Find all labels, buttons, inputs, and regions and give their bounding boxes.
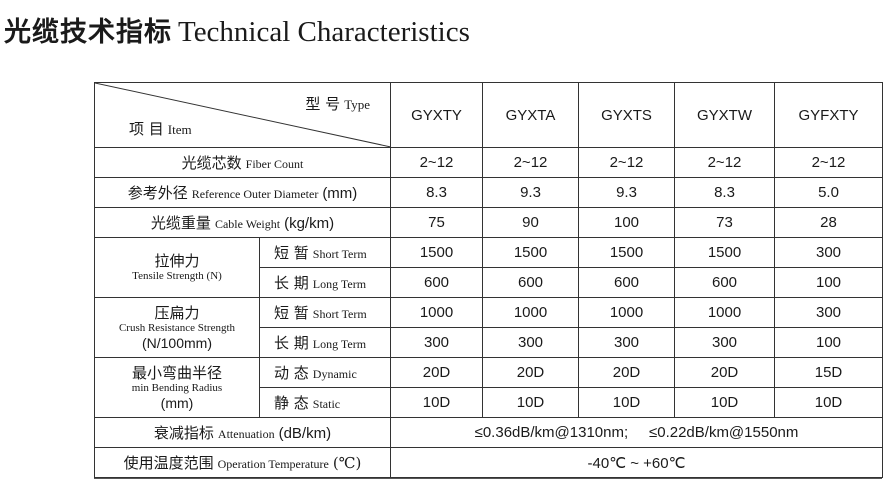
table-row-fiber-count: 光缆芯数 Fiber Count 2~12 2~12 2~12 2~12 2~1… — [94, 147, 883, 178]
table-row-attenuation: 衰减指标 Attenuation (dB/km) ≤0.36dB/km@1310… — [94, 417, 883, 448]
group-label-crush: 压扁力 Crush Resistance Strength (N/100mm) — [94, 297, 260, 358]
model-header: GYFXTY — [774, 82, 883, 148]
table-cell: 300 — [482, 327, 579, 358]
header-row: 型 号 Type 项 目 Item GYXTY GYXTA GYXTS GYXT… — [94, 82, 883, 148]
table-cell: 8.3 — [390, 177, 483, 208]
sub-label: 长 期 Long Term — [259, 267, 391, 298]
header-corner-cell: 型 号 Type 项 目 Item — [94, 82, 391, 148]
table-cell: 2~12 — [674, 147, 775, 178]
table-cell: 100 — [578, 207, 675, 238]
table-cell: 1500 — [674, 237, 775, 268]
attenuation-values: ≤0.36dB/km@1310nm; ≤0.22dB/km@1550nm — [390, 417, 883, 448]
table-row-bending-dynamic: 最小弯曲半径 min Bending Radius (mm) 动 态 Dynam… — [94, 357, 883, 418]
model-header: GYXTA — [482, 82, 579, 148]
table-cell: 9.3 — [578, 177, 675, 208]
table-cell: 10D — [390, 387, 483, 418]
table-cell: 10D — [482, 387, 579, 418]
table-row-tensile-long: 长 期 Long Term 600 600 600 600 100 — [95, 267, 883, 298]
spec-table: 型 号 Type 项 目 Item GYXTY GYXTA GYXTS GYXT… — [94, 82, 883, 478]
table-cell: 10D — [578, 387, 675, 418]
table-row-tensile-short: 拉伸力 Tensile Strength (N) 短 暂 Short Term … — [94, 237, 883, 298]
table-cell: 1000 — [674, 297, 775, 328]
row-label: 衰减指标 Attenuation (dB/km) — [94, 417, 391, 448]
table-cell: 8.3 — [674, 177, 775, 208]
table-cell: 1000 — [578, 297, 675, 328]
header-item-label: 项 目 Item — [129, 120, 192, 138]
table-cell: 2~12 — [774, 147, 883, 178]
table-cell: 600 — [482, 267, 579, 298]
table-cell: 20D — [390, 357, 483, 388]
table-cell: 20D — [578, 357, 675, 388]
table-cell: 1000 — [482, 297, 579, 328]
model-header: GYXTY — [390, 82, 483, 148]
bottom-rule — [94, 478, 882, 479]
table-cell: 10D — [774, 387, 883, 418]
title-chinese: 光缆技术指标 — [4, 17, 172, 48]
title-english: Technical Characteristics — [178, 16, 470, 48]
group-label-tensile: 拉伸力 Tensile Strength (N) — [94, 237, 260, 298]
table-cell: 28 — [774, 207, 883, 238]
diagonal-divider — [95, 83, 391, 147]
table-row-bending-static: 静 态 Static 10D 10D 10D 10D 10D — [95, 387, 883, 418]
table-cell: 600 — [578, 267, 675, 298]
table-cell: 1000 — [390, 297, 483, 328]
table-row-crush-short: 压扁力 Crush Resistance Strength (N/100mm) … — [94, 297, 883, 358]
table-cell: 300 — [774, 237, 883, 268]
sub-label: 动 态 Dynamic — [259, 357, 391, 388]
row-label: 光缆芯数 Fiber Count — [94, 147, 391, 178]
sub-label: 短 暂 Short Term — [259, 297, 391, 328]
table-cell: 5.0 — [774, 177, 883, 208]
sub-label: 静 态 Static — [259, 387, 391, 418]
row-label: 使用温度范围 Operation Temperature (℃) — [94, 447, 391, 478]
group-label-bending: 最小弯曲半径 min Bending Radius (mm) — [94, 357, 260, 418]
table-row-weight: 光缆重量 Cable Weight (kg/km) 75 90 100 73 2… — [94, 207, 883, 238]
table-cell: 20D — [674, 357, 775, 388]
model-header: GYXTS — [578, 82, 675, 148]
row-label: 参考外径 Reference Outer Diameter (mm) — [94, 177, 391, 208]
table-cell: 100 — [774, 327, 883, 358]
table-cell: 75 — [390, 207, 483, 238]
table-cell: 300 — [774, 297, 883, 328]
table-cell: 2~12 — [390, 147, 483, 178]
table-cell: 600 — [674, 267, 775, 298]
row-label: 光缆重量 Cable Weight (kg/km) — [94, 207, 391, 238]
sub-label: 短 暂 Short Term — [259, 237, 391, 268]
table-cell: 300 — [578, 327, 675, 358]
table-cell: 9.3 — [482, 177, 579, 208]
table-cell: 100 — [774, 267, 883, 298]
table-cell: 20D — [482, 357, 579, 388]
sub-label: 长 期 Long Term — [259, 327, 391, 358]
table-cell: 1500 — [578, 237, 675, 268]
model-header: GYXTW — [674, 82, 775, 148]
header-type-label: 型 号 Type — [305, 95, 370, 113]
table-row-crush-long: 长 期 Long Term 300 300 300 300 100 — [95, 327, 883, 358]
table-cell: 1500 — [482, 237, 579, 268]
table-cell: 2~12 — [482, 147, 579, 178]
table-cell: 73 — [674, 207, 775, 238]
table-cell: 2~12 — [578, 147, 675, 178]
table-cell: 1500 — [390, 237, 483, 268]
table-cell: 15D — [774, 357, 883, 388]
table-cell: 90 — [482, 207, 579, 238]
table-cell: 10D — [674, 387, 775, 418]
table-cell: 600 — [390, 267, 483, 298]
temperature-value: -40℃ ~ +60℃ — [390, 447, 883, 478]
table-cell: 300 — [390, 327, 483, 358]
page-title: 光缆技术指标 Technical Characteristics — [4, 10, 470, 49]
table-cell: 300 — [674, 327, 775, 358]
table-row-diameter: 参考外径 Reference Outer Diameter (mm) 8.3 9… — [94, 177, 883, 208]
table-row-temperature: 使用温度范围 Operation Temperature (℃) -40℃ ~ … — [94, 447, 883, 478]
